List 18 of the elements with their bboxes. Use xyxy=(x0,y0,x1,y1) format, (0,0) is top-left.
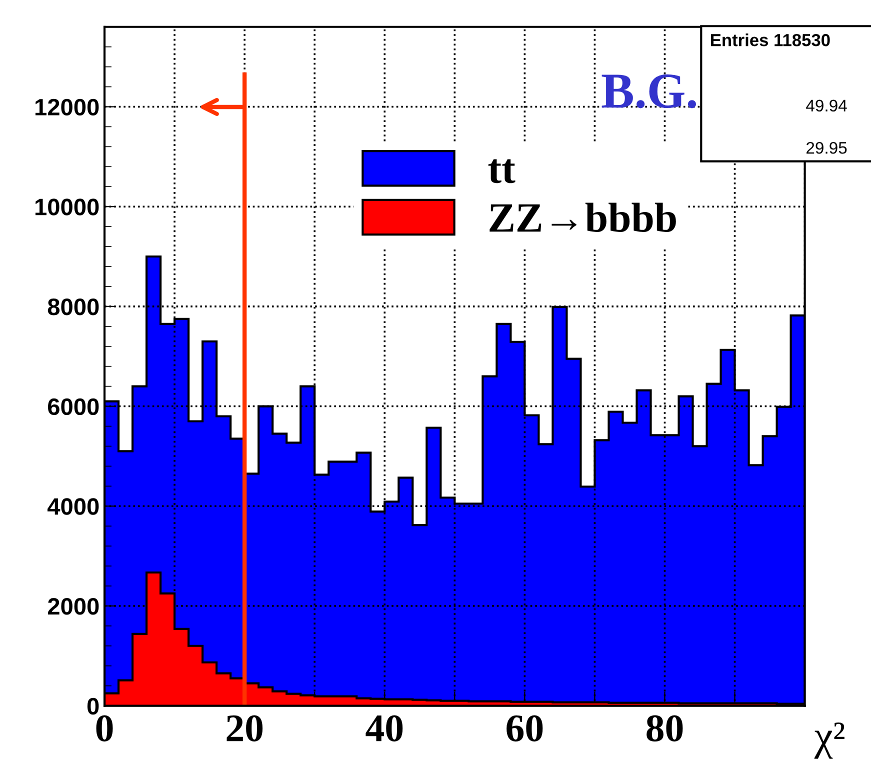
text: 49.94 xyxy=(806,100,847,112)
legend-label: ZZ→bbbb xyxy=(490,202,676,232)
legend-label: tt xyxy=(488,159,516,184)
y-tick-label: 8000 xyxy=(48,298,99,316)
y-tick-label: 12000 xyxy=(35,98,99,116)
y-tick-label: 6000 xyxy=(48,398,99,416)
annotation: Entries 118530 xyxy=(711,34,830,46)
x-tick-label: 40 xyxy=(366,715,403,742)
x-axis-title: χ² xyxy=(814,722,844,759)
text: 29.95 xyxy=(806,142,847,154)
y-tick-label: 4000 xyxy=(47,498,99,515)
y-tick-label: 0 xyxy=(87,698,99,715)
x-tick-label: 20 xyxy=(226,715,263,742)
x-tick-label: 80 xyxy=(646,715,683,742)
x-tick-label: 60 xyxy=(506,715,543,742)
annotation: B.G. xyxy=(602,74,696,108)
y-tick-label: 10000 xyxy=(35,198,99,216)
y-tick-label: 2000 xyxy=(48,598,99,615)
